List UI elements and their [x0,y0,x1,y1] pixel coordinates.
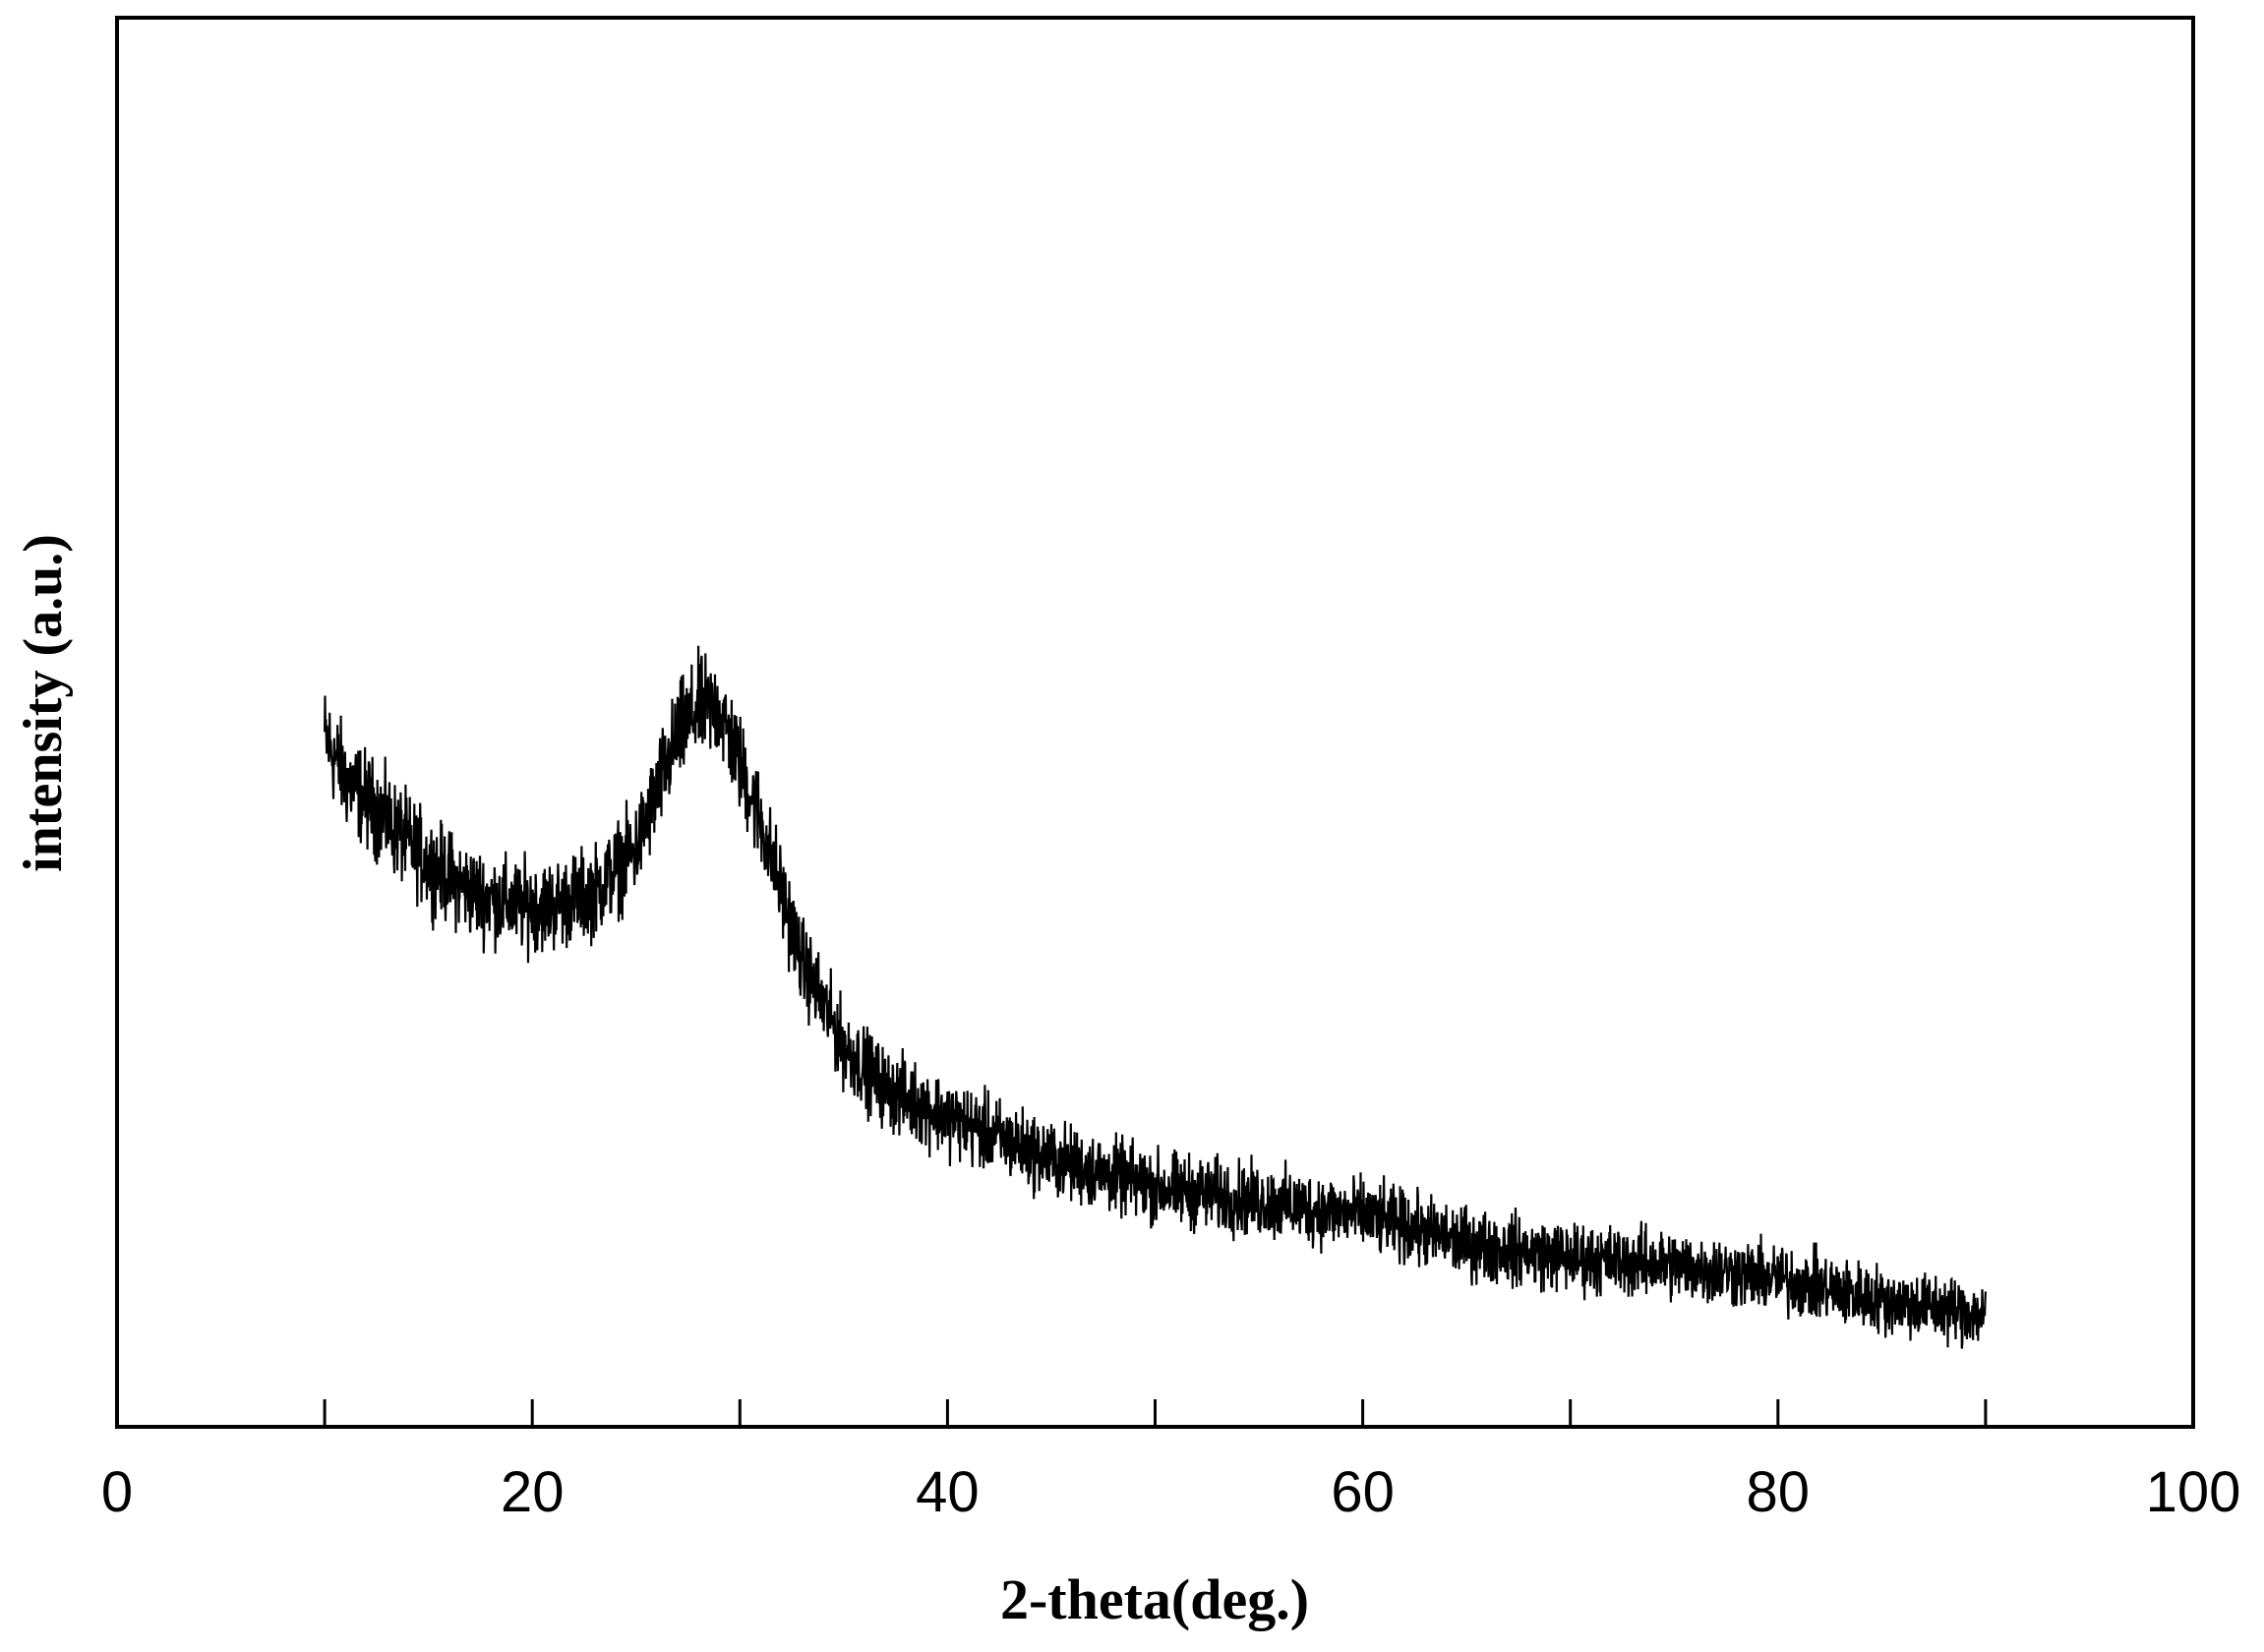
x-tick-label: 80 [1747,1460,1811,1524]
x-axis-label: 2-theta(deg.) [1000,1567,1309,1631]
x-axis-tick-labels: 0 20 40 60 80 100 [101,1460,2241,1524]
x-tick-label: 40 [916,1460,980,1524]
x-tick-label: 20 [501,1460,565,1524]
x-tick-label: 0 [101,1460,133,1524]
y-axis-label: intensity (a.u.) [13,534,74,872]
series-trace [324,645,1987,1349]
x-axis-ticks [115,1399,2195,1427]
x-tick-label: 60 [1331,1460,1395,1524]
x-tick-label: 100 [2146,1460,2241,1524]
